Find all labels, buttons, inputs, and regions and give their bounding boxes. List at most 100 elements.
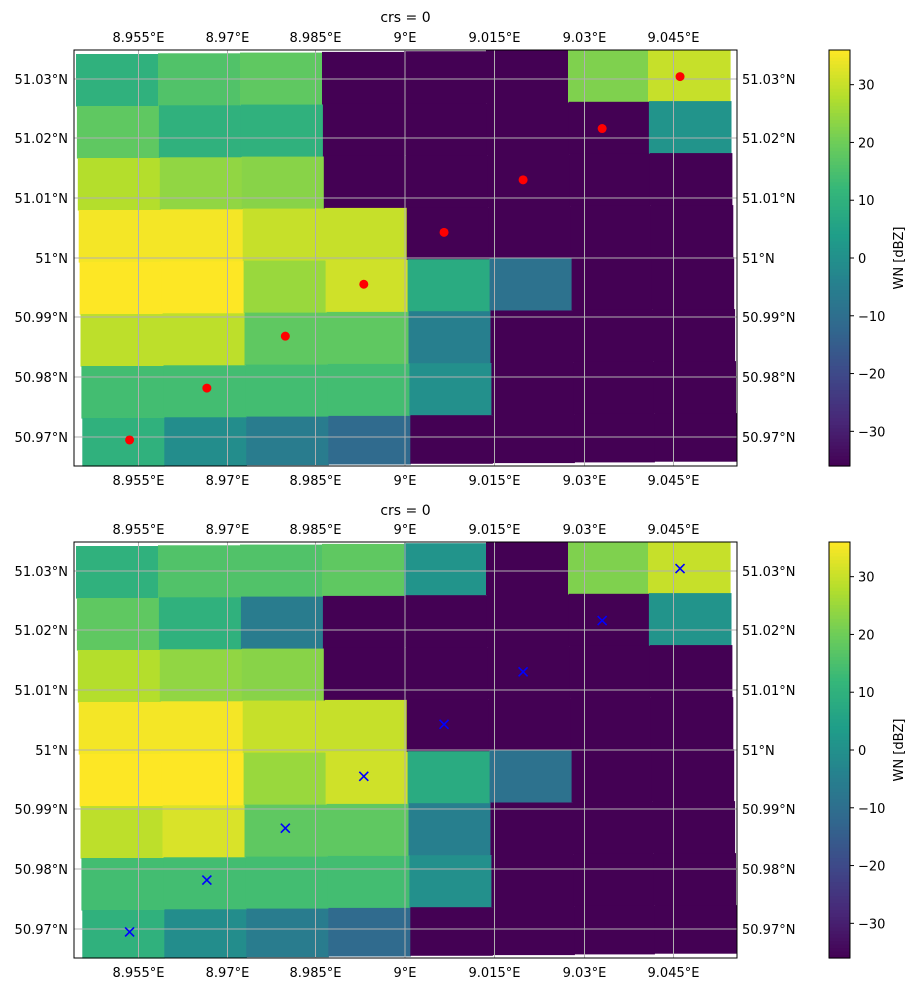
colorbar-segment (829, 174, 850, 179)
colorbar-segment (829, 448, 850, 453)
colorbar-segment (829, 171, 850, 176)
colorbar-segment (829, 417, 850, 422)
colorbar-segment (829, 143, 850, 148)
colorbar-segment (829, 126, 850, 131)
heatmap-cell (325, 751, 409, 805)
colorbar-segment (829, 372, 850, 377)
heatmap-cell (244, 804, 328, 858)
x-tick-label-top: 9.03°E (563, 31, 607, 46)
x-tick-label-top: 8.955°E (113, 523, 165, 538)
colorbar-segment (829, 770, 850, 775)
colorbar-segment (829, 899, 850, 904)
colorbar-segment (829, 129, 850, 134)
colorbar-segment (829, 930, 850, 935)
heatmap-cell (569, 153, 651, 207)
heatmap-cell (650, 697, 734, 750)
colorbar-segment (829, 271, 850, 276)
colorbar-segment (829, 566, 850, 571)
colorbar-segment (829, 199, 850, 204)
heatmap-cell (489, 258, 573, 312)
colorbar-segment (829, 909, 850, 914)
overlay-points (125, 72, 685, 445)
colorbar-segment (829, 362, 850, 367)
colorbar-segment (829, 815, 850, 820)
heatmap-cell (491, 362, 574, 416)
colorbar-segment (829, 767, 850, 772)
colorbar-segment (829, 871, 850, 876)
colorbar-segment (829, 63, 850, 68)
marker-stroke (438, 719, 450, 730)
data-point-marker (597, 615, 608, 626)
marker-stroke (280, 823, 291, 834)
heatmap-cell (242, 700, 326, 754)
y-tick-label-right: 51.01°N (742, 192, 795, 207)
colorbar-segment (829, 164, 850, 169)
colorbar-segment (829, 396, 850, 401)
x-tick-label-top: 9.03°E (563, 523, 607, 538)
heatmap-cell (324, 699, 408, 753)
colorbar-segment (829, 666, 850, 671)
colorbar-segment (829, 299, 850, 304)
colorbar-segment (829, 947, 850, 952)
y-tick-label-right: 50.97°N (742, 923, 795, 938)
colorbar-segment (829, 452, 850, 457)
colorbar-segment (829, 587, 850, 592)
colorbar-tick-label: −10 (858, 802, 885, 817)
y-tick-label-right: 50.98°N (742, 371, 795, 386)
colorbar-segment (829, 590, 850, 595)
data-point-marker (518, 666, 529, 677)
heatmap-cell (409, 363, 492, 416)
colorbar-segment (829, 583, 850, 588)
colorbar-segment (829, 268, 850, 273)
colorbar-segment (829, 819, 850, 824)
colorbar-tick-label: 10 (858, 194, 875, 209)
colorbar-segment (829, 115, 850, 120)
colorbar-segment (829, 50, 850, 55)
colorbar-tick-label: −10 (858, 310, 885, 325)
colorbar-segment (829, 275, 850, 280)
colorbar-segment (829, 687, 850, 692)
x-tick-label-top: 9°E (394, 523, 417, 538)
colorbar-segment (829, 88, 850, 93)
colorbar-segment (829, 628, 850, 633)
heatmap-cell (653, 853, 736, 906)
heatmap-cell (649, 645, 733, 698)
y-tick-label-left: 51.01°N (15, 192, 68, 207)
heatmap-cell (648, 101, 732, 154)
colorbar-segment (829, 798, 850, 803)
data-point-marker (438, 719, 450, 730)
marker-stroke (597, 615, 608, 626)
colorbar-segment (829, 722, 850, 727)
y-tick-label-right: 50.97°N (742, 431, 795, 446)
colorbar-segment (829, 389, 850, 394)
data-point-marker (124, 926, 135, 938)
colorbar-segment (829, 320, 850, 325)
heatmap-cell (158, 597, 242, 650)
colorbar-segment (829, 673, 850, 678)
colorbar-segment (829, 854, 850, 859)
heatmap-cell (568, 101, 650, 155)
colorbar-segment (829, 313, 850, 318)
colorbar-segment (829, 906, 850, 911)
heatmap-cell (158, 105, 242, 158)
colorbar-segment (829, 937, 850, 942)
heatmap-cell (568, 593, 650, 647)
colorbar-segment (829, 621, 850, 626)
colorbar-segment (829, 192, 850, 197)
y-tick-label-left: 50.97°N (15, 923, 68, 938)
chart-title: crs = 0 (380, 503, 430, 519)
x-tick-label-bottom: 9.03°E (563, 966, 607, 981)
heatmap-cell (571, 749, 653, 803)
colorbar-segment (829, 569, 850, 574)
colorbar-segment (829, 427, 850, 432)
colorbar-segment (829, 784, 850, 789)
y-tick-label-right: 51°N (742, 744, 775, 759)
x-tick-label-top: 8.955°E (113, 31, 165, 46)
heatmap-cell (240, 104, 324, 158)
colorbar-segment (829, 604, 850, 609)
heatmap-cell (159, 157, 243, 210)
data-point-marker (597, 124, 607, 134)
heatmap-cell (404, 51, 487, 104)
colorbar-segment (829, 355, 850, 360)
heatmap-cell (161, 261, 245, 314)
